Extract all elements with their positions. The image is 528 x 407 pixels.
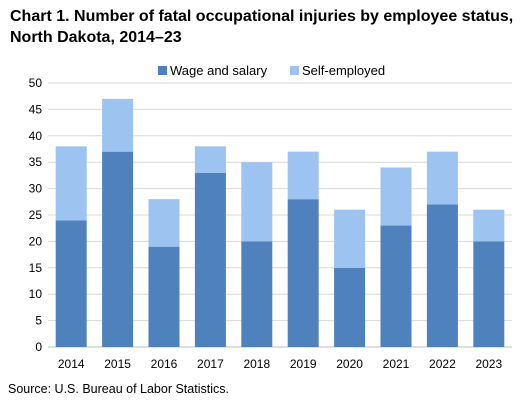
bar-self-employed	[334, 209, 366, 268]
y-tick-label: 25	[29, 208, 43, 222]
bars	[55, 98, 505, 347]
x-tick-label: 2018	[243, 357, 270, 371]
y-tick-label: 40	[29, 129, 43, 143]
y-tick-label: 20	[29, 234, 43, 248]
source-note: Source: U.S. Bureau of Labor Statistics.	[8, 382, 229, 396]
y-tick-label: 35	[29, 155, 43, 169]
bar-wage-and-salary	[241, 241, 273, 347]
bar-self-employed	[55, 146, 87, 221]
x-tick-label: 2021	[383, 357, 410, 371]
x-tick-label: 2023	[475, 357, 502, 371]
bar-wage-and-salary	[287, 199, 319, 347]
x-tick-label: 2022	[429, 357, 456, 371]
bar-wage-and-salary	[148, 246, 180, 347]
y-tick-label: 50	[29, 76, 43, 90]
bar-self-employed	[241, 162, 273, 242]
bar-self-employed	[473, 209, 505, 242]
legend: Wage and salary Self-employed	[158, 63, 385, 78]
bar-wage-and-salary	[55, 220, 87, 347]
y-tick-label: 45	[29, 102, 43, 116]
bar-wage-and-salary	[334, 267, 366, 347]
bar-self-employed	[287, 151, 319, 200]
x-tick-label: 2017	[197, 357, 224, 371]
bar-wage-and-salary	[380, 225, 412, 347]
x-tick-label: 2016	[151, 357, 178, 371]
legend-swatch	[158, 66, 167, 75]
chart-title: Chart 1. Number of fatal occupational in…	[10, 8, 514, 46]
bar-wage-and-salary	[426, 204, 458, 347]
x-tick-label: 2015	[104, 357, 131, 371]
bar-self-employed	[102, 98, 134, 152]
y-tick-label: 15	[29, 261, 43, 275]
y-tick-label: 5	[35, 314, 42, 328]
y-axis: 0 5 10 15 20 25 30 35 40 45 50	[29, 76, 43, 354]
bar-wage-and-salary	[194, 172, 226, 347]
x-axis: 2014 2015 2016 2017 2018 2019 2020 2021 2022 2023	[58, 357, 503, 371]
bar-self-employed	[194, 146, 226, 173]
bar-wage-and-salary	[102, 151, 134, 347]
y-tick-label: 30	[29, 182, 43, 196]
x-tick-label: 2019	[290, 357, 317, 371]
legend-label: Wage and salary	[170, 63, 268, 78]
y-tick-label: 10	[29, 287, 43, 301]
bar-self-employed	[380, 167, 412, 226]
y-tick-label: 0	[35, 340, 42, 354]
legend-label: Self-employed	[302, 63, 385, 78]
x-tick-label: 2014	[58, 357, 85, 371]
legend-swatch	[290, 66, 299, 75]
x-tick-label: 2020	[336, 357, 363, 371]
bar-self-employed	[426, 151, 458, 205]
bar-self-employed	[148, 199, 180, 247]
bar-wage-and-salary	[473, 241, 505, 347]
